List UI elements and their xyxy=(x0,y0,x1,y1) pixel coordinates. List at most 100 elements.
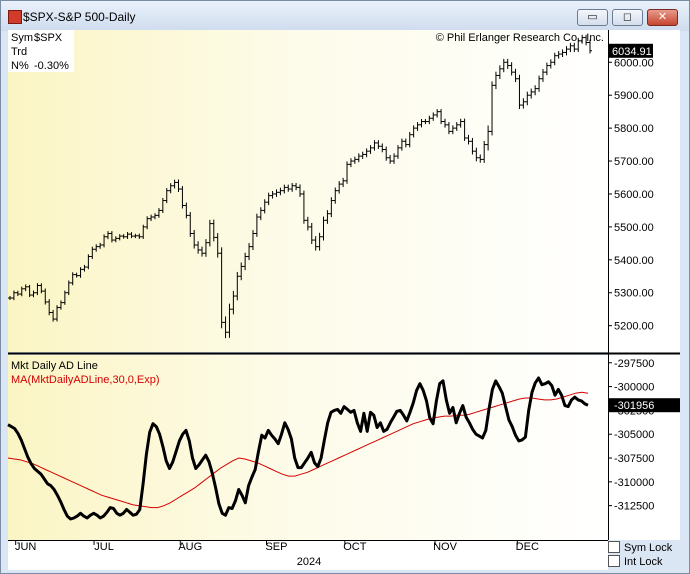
price-y-ticks: 5200.00 5300.00 5400.00 5500.00 5600.00 5700.… xyxy=(608,57,654,333)
price-bar xyxy=(548,59,553,69)
price-bar xyxy=(533,85,538,96)
price-bar xyxy=(388,154,393,164)
ad-tick-label: -312500 xyxy=(614,501,654,513)
price-bar xyxy=(341,177,346,188)
price-bar xyxy=(196,241,201,254)
price-bar xyxy=(35,283,40,296)
x-tick-label: NOV xyxy=(433,541,458,553)
price-bar xyxy=(70,272,75,286)
price-bar xyxy=(301,190,306,224)
price-bar xyxy=(215,233,220,258)
price-bar xyxy=(176,179,181,192)
price-bar xyxy=(19,286,24,297)
price-bar xyxy=(207,219,212,247)
price-bar xyxy=(509,62,514,76)
price-bar xyxy=(403,138,408,148)
app-icon xyxy=(8,10,22,24)
price-bar xyxy=(309,222,314,245)
ad-legend: Mkt Daily AD Line xyxy=(11,360,98,372)
price-bar xyxy=(239,262,244,281)
price-tick-label: 5900.00 xyxy=(614,90,654,102)
restore-button[interactable]: ◻ xyxy=(612,9,643,26)
price-bar xyxy=(439,109,444,125)
price-bar xyxy=(200,246,205,257)
n-value: -0.30% xyxy=(34,60,69,72)
price-series xyxy=(8,34,592,339)
price-bar xyxy=(317,232,322,251)
price-bar xyxy=(329,197,334,218)
price-bar xyxy=(11,290,16,301)
price-bar xyxy=(407,131,412,148)
ad-tick-label: -305000 xyxy=(614,429,654,441)
price-bar xyxy=(568,42,573,53)
price-bar xyxy=(98,242,103,249)
price-bar xyxy=(254,213,259,237)
price-bar xyxy=(223,316,228,339)
price-bar xyxy=(258,207,263,221)
price-bar xyxy=(544,62,549,76)
x-tick-label: DEC xyxy=(516,541,539,553)
price-bar xyxy=(337,181,342,194)
price-bar xyxy=(243,252,248,271)
price-bar xyxy=(364,148,369,158)
price-bar xyxy=(360,151,365,159)
price-bar xyxy=(576,37,581,53)
x-tick-label: JUN xyxy=(15,541,36,553)
int-lock-box[interactable] xyxy=(608,555,620,567)
price-bar xyxy=(298,184,302,197)
price-bar xyxy=(129,232,134,239)
price-bar xyxy=(497,65,502,80)
price-bar xyxy=(86,254,91,270)
price-bar xyxy=(411,125,416,138)
price-bar xyxy=(117,234,122,241)
price-bar xyxy=(235,271,240,301)
price-tick-label: 5500.00 xyxy=(614,222,654,234)
price-bar xyxy=(188,212,193,237)
price-bar xyxy=(474,147,479,162)
price-bar xyxy=(560,49,565,58)
trd-label: Trd xyxy=(11,46,27,58)
price-bar xyxy=(478,154,483,163)
price-bar xyxy=(458,118,463,128)
sym-lock-checkbox[interactable]: Sym Lock xyxy=(608,541,672,554)
int-lock-checkbox[interactable]: Int Lock xyxy=(608,555,663,568)
close-button[interactable]: ✕ xyxy=(647,9,678,26)
price-bar xyxy=(250,230,255,251)
price-bar xyxy=(113,236,118,243)
price-bar xyxy=(380,143,385,153)
price-bar xyxy=(435,109,440,118)
price-bar xyxy=(184,202,189,219)
price-tick-label: 5800.00 xyxy=(614,123,654,135)
price-bar xyxy=(368,145,373,154)
price-bar xyxy=(62,290,67,305)
minimize-button[interactable]: ▭ xyxy=(577,9,608,26)
price-bar xyxy=(588,39,592,54)
price-bar xyxy=(454,122,459,131)
price-bar xyxy=(470,137,475,155)
ma-line-path xyxy=(7,391,589,509)
price-bar xyxy=(156,208,161,218)
sym-lock-box[interactable] xyxy=(608,541,620,553)
price-bar xyxy=(247,243,252,261)
price-bar xyxy=(415,122,420,131)
price-bar xyxy=(286,184,291,192)
price-bar xyxy=(231,290,236,315)
price-bar xyxy=(525,91,530,106)
price-bar xyxy=(39,283,44,294)
price-bar xyxy=(102,234,107,248)
price-last-tag: 6034.91 xyxy=(609,43,653,58)
price-bar xyxy=(274,189,279,197)
price-bar xyxy=(443,118,447,128)
title-bar[interactable]: $SPX-S&P 500-Daily ▭ ◻ ✕ xyxy=(1,1,689,31)
price-bar xyxy=(482,141,487,163)
year-label: 2024 xyxy=(297,556,321,568)
price-bar xyxy=(90,246,95,260)
sym-value: $SPX xyxy=(34,32,63,44)
ad-tick-label: -297500 xyxy=(614,358,654,370)
price-bar xyxy=(423,118,428,125)
price-bar xyxy=(419,118,424,128)
price-bar xyxy=(505,58,510,69)
price-bar xyxy=(325,210,330,224)
price-bar xyxy=(352,156,357,164)
